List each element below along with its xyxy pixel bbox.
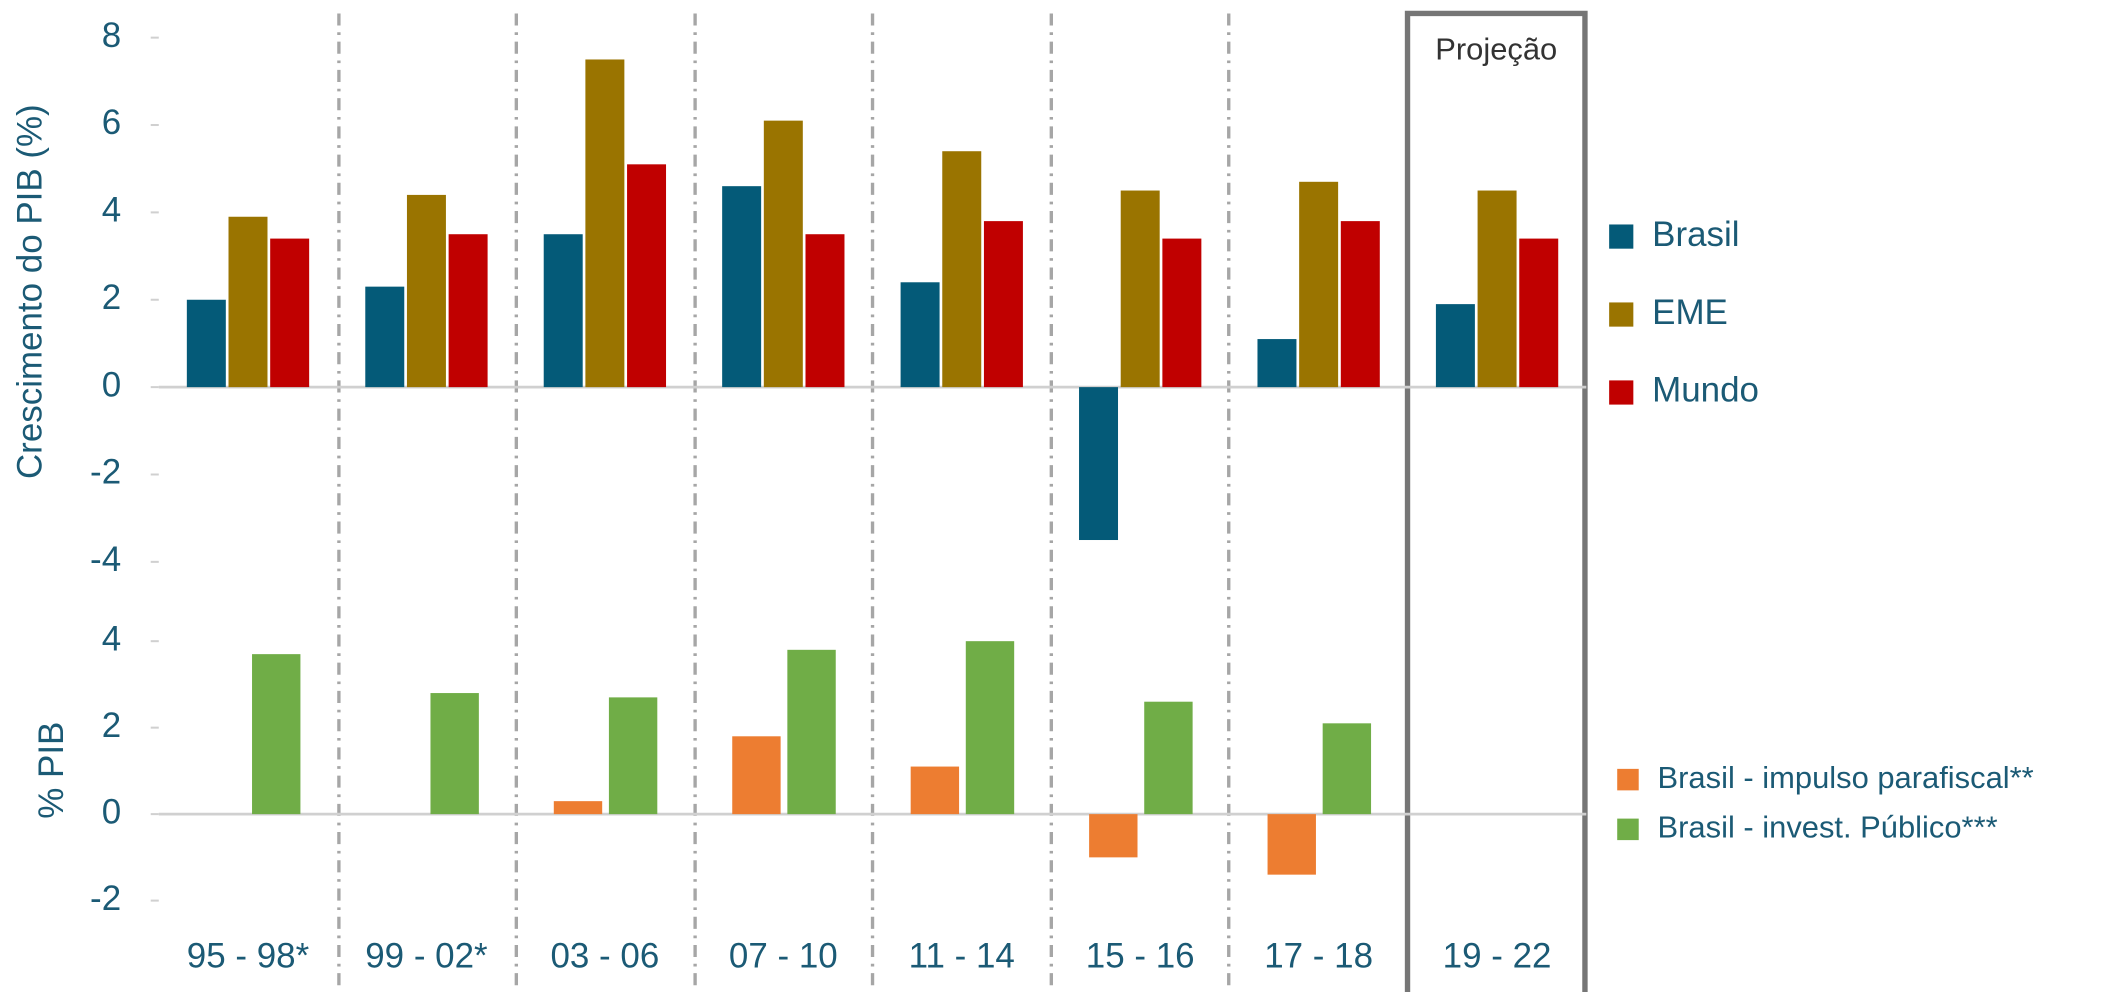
x-tick-label: 07 - 10 xyxy=(729,937,838,976)
bar xyxy=(983,221,1023,388)
legend-swatch xyxy=(1609,380,1634,405)
y-tick-label: 4 xyxy=(102,191,121,230)
bar xyxy=(1089,814,1138,858)
legend-label: Brasil xyxy=(1652,215,1739,254)
x-tick-label: 95 - 98* xyxy=(187,937,310,976)
x-tick-label: 99 - 02* xyxy=(365,937,488,976)
bar xyxy=(910,766,960,815)
bar xyxy=(732,736,781,815)
y-tick-label: 2 xyxy=(102,278,121,317)
y-axis-title: Crescimento do PIB (%) xyxy=(11,104,50,479)
bar xyxy=(553,801,603,815)
bar xyxy=(900,282,940,388)
bar xyxy=(228,216,268,388)
legend-label: Mundo xyxy=(1652,371,1759,410)
bar xyxy=(942,151,982,388)
bar xyxy=(1477,190,1517,388)
legend-label: Brasil - invest. Público*** xyxy=(1658,810,1998,845)
bar xyxy=(965,641,1015,815)
legend-label: EME xyxy=(1652,293,1728,332)
bar xyxy=(448,234,488,388)
bar xyxy=(805,234,845,388)
y-axis-title: % PIB xyxy=(32,722,71,819)
separators xyxy=(337,13,1231,992)
y-tick-label: 0 xyxy=(102,792,121,831)
y-tick-label: 0 xyxy=(102,365,121,404)
bar xyxy=(1299,181,1339,388)
y-tick-label: 6 xyxy=(102,103,121,142)
bar xyxy=(1435,304,1475,388)
bar xyxy=(585,59,625,388)
bar xyxy=(608,697,658,815)
bar xyxy=(1267,814,1316,875)
y-tick-label: 8 xyxy=(102,16,121,55)
bar xyxy=(627,164,667,388)
bar xyxy=(543,234,583,388)
bar xyxy=(787,649,836,815)
legend-swatch xyxy=(1609,224,1634,249)
y-tick-label: 4 xyxy=(102,619,121,658)
bar xyxy=(1120,190,1160,388)
y-tick-label: 2 xyxy=(102,706,121,745)
bar xyxy=(722,186,762,388)
y-tick-label: -2 xyxy=(90,453,121,492)
bar xyxy=(1144,701,1193,815)
bar xyxy=(406,194,446,388)
bar xyxy=(763,120,803,388)
bar xyxy=(270,238,310,388)
legend-swatch xyxy=(1617,818,1639,841)
bar xyxy=(252,654,301,815)
bar xyxy=(1257,339,1297,388)
x-tick-label: 15 - 16 xyxy=(1086,937,1195,976)
bar xyxy=(1162,238,1202,388)
legend-swatch xyxy=(1609,302,1634,327)
y-tick-label: -4 xyxy=(90,540,121,579)
annotation: Projeção xyxy=(1435,31,1557,66)
y-tick-label: -2 xyxy=(90,879,121,918)
bar xyxy=(186,299,226,388)
bar xyxy=(1340,221,1380,388)
bar xyxy=(1519,238,1559,388)
x-tick-label: 17 - 18 xyxy=(1264,937,1373,976)
bar xyxy=(1322,723,1372,815)
bar xyxy=(365,286,405,388)
x-tick-label: 11 - 14 xyxy=(909,937,1015,976)
projection-box xyxy=(1404,10,1588,997)
legend-label: Brasil - impulso parafiscal** xyxy=(1658,760,2034,795)
bar xyxy=(430,693,479,815)
legend-swatch xyxy=(1617,768,1639,791)
x-tick-label: 03 - 06 xyxy=(550,937,659,976)
bar xyxy=(1079,387,1119,541)
x-tick-label: 19 - 22 xyxy=(1443,937,1552,976)
